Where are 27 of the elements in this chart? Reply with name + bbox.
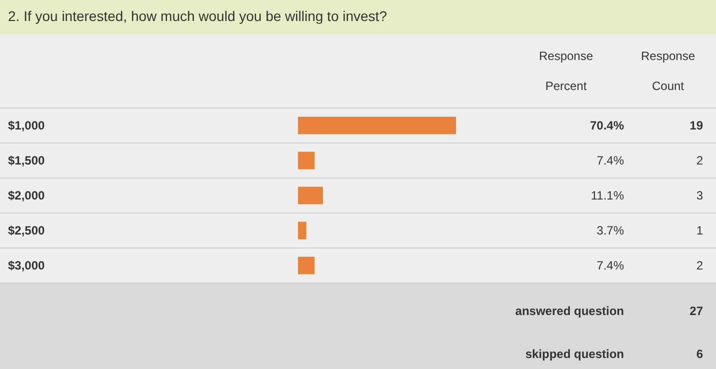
text: 2 [696,258,704,272]
text: Response Percent [538,49,594,93]
y-tick-label: $2,500 [8,224,46,238]
bar [298,152,315,170]
bar [298,116,456,134]
text: 6 [696,347,704,361]
bar [298,222,306,240]
data-label: 3.7% [596,224,624,238]
y-tick-label: $1,500 [8,154,46,168]
y-tick-label: $2,000 [8,188,46,202]
text: skipped question [525,347,624,361]
text: 19 [690,118,704,132]
bar [298,256,315,274]
y-tick-label: $3,000 [8,258,46,272]
text: Response Count [640,49,696,93]
data-label: 11.1% [590,188,624,202]
text: 27 [690,304,704,318]
data-label: 70.4% [590,118,624,132]
y-tick-label: $1,000 [8,118,46,132]
text: 1 [696,224,704,238]
text: answered question [515,304,624,318]
data-label: 7.4% [596,154,624,168]
text: 3 [696,188,704,202]
bar [298,186,323,204]
chart-title: 2. If you interested, how much would you be willing to invest? [8,8,388,24]
text: 2 [696,154,704,168]
data-label: 7.4% [596,258,624,272]
